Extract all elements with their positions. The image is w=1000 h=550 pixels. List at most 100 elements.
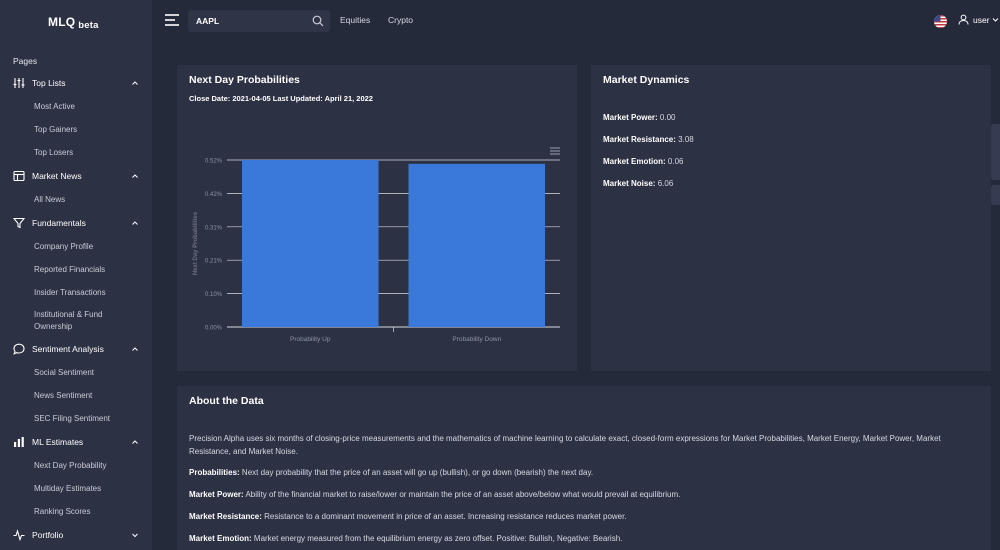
- sidebar-item-social-sentiment[interactable]: Social Sentiment: [34, 368, 95, 377]
- sidebar-group-market-news[interactable]: Market News: [0, 164, 152, 188]
- sidebar-group-top-lists[interactable]: Top Lists: [0, 71, 152, 95]
- user-menu[interactable]: user: [958, 14, 999, 25]
- sidebar-group-label: Portfolio: [32, 530, 64, 540]
- side-panel-tab[interactable]: [991, 124, 1000, 180]
- market-dynamics-card: Market Dynamics Market Power: 0.00 Marke…: [591, 65, 991, 371]
- market-emotion-row: Market Emotion: 0.06: [603, 157, 683, 166]
- row-value: 0.06: [667, 157, 684, 166]
- about-intro: Precision Alpha uses six months of closi…: [189, 434, 941, 456]
- market-noise-row: Market Noise: 6.06: [603, 179, 673, 188]
- probabilities-card: Next Day Probabilities Close Date: 2021-…: [177, 65, 577, 371]
- sidebar-item-insider-transactions[interactable]: Insider Transactions: [34, 288, 106, 297]
- user-icon: [958, 14, 969, 25]
- bar: [408, 163, 546, 327]
- sidebar-group-portfolio[interactable]: Portfolio: [0, 523, 152, 547]
- sidebar-group-label: Market News: [32, 171, 82, 181]
- y-tick-label: 0.31%: [205, 225, 223, 231]
- row-value: 3.08: [678, 135, 694, 144]
- hamburger-menu-icon[interactable]: [164, 13, 180, 27]
- card-title: Next Day Probabilities: [189, 74, 300, 86]
- sidebar-item-most-active[interactable]: Most Active: [34, 102, 75, 111]
- probability-bar-chart: 0.00% 0.10% 0.21% 0.31% 0.42% 0.52% Probabilit…: [193, 159, 560, 343]
- brand-tag: beta: [78, 20, 99, 31]
- sliders-icon: [13, 78, 25, 88]
- sidebar-group-label: Top Lists: [32, 78, 66, 88]
- brand-logo[interactable]: MLQ beta: [48, 15, 99, 31]
- definition-term: Market Emotion:: [189, 534, 252, 543]
- y-tick-label: 0.21%: [205, 259, 223, 265]
- definition-text: Resistance to a dominant movement in pri…: [264, 512, 627, 521]
- card-title: Market Dynamics: [603, 74, 690, 86]
- y-tick-label: 0.52%: [205, 159, 223, 165]
- sidebar-item-all-news[interactable]: All News: [34, 195, 66, 204]
- chart-menu-icon[interactable]: [550, 147, 560, 155]
- definition-text: Market energy measured from the equilibr…: [253, 534, 623, 543]
- sidebar-item-ranking-scores[interactable]: Ranking Scores: [34, 507, 91, 516]
- sidebar: MLQ beta Pages Top Lists Most Active Top …: [0, 0, 152, 550]
- activity-icon: [13, 529, 25, 541]
- sidebar-item-multiday-estimates[interactable]: Multiday Estimates: [34, 484, 102, 493]
- definition-term: Probabilities:: [189, 468, 240, 477]
- nav-link-crypto[interactable]: Crypto: [388, 15, 414, 25]
- card-subtitle: Close Date: 2021-04-05 Last Updated: Apr…: [189, 94, 373, 103]
- sidebar-item-news-sentiment[interactable]: News Sentiment: [34, 391, 93, 400]
- y-tick-label: 0.42%: [205, 192, 223, 198]
- user-name: user: [973, 14, 990, 25]
- chevron-up-icon[interactable]: [131, 219, 139, 227]
- definition-text: Ability of the financial market to raise…: [245, 490, 681, 499]
- row-label: Market Power:: [603, 113, 658, 122]
- sidebar-nav: Top Lists Most Active Top Gainers Top Lo…: [0, 71, 152, 547]
- sidebar-group-label: ML Estimates: [32, 437, 84, 447]
- sidebar-item-institutional-ownership[interactable]: Institutional & Fund Ownership: [34, 309, 103, 331]
- row-label: Market Noise:: [603, 179, 656, 188]
- row-value: 6.06: [657, 179, 674, 188]
- sidebar-group-sentiment-analysis[interactable]: Sentiment Analysis: [0, 337, 152, 361]
- definition-market-resistance: Market Resistance: Resistance to a domin…: [189, 511, 969, 524]
- chevron-up-icon[interactable]: [131, 345, 139, 353]
- market-resistance-row: Market Resistance: 3.08: [603, 135, 694, 144]
- y-axis-label: Next Day Probabilities: [193, 211, 199, 275]
- chevron-down-icon: [992, 18, 998, 22]
- search-icon[interactable]: [312, 15, 324, 27]
- sidebar-item-sec-filing-sentiment[interactable]: SEC Filing Sentiment: [34, 414, 111, 423]
- chevron-up-icon[interactable]: [131, 172, 139, 180]
- chevron-down-icon[interactable]: [131, 531, 139, 539]
- bar-chart-icon: [14, 437, 24, 447]
- x-tick-label: Probability Up: [290, 336, 331, 343]
- definition-probabilities: Probabilities: Next day probability that…: [189, 467, 969, 480]
- sidebar-group-fundamentals[interactable]: Fundamentals: [0, 211, 152, 235]
- definition-term: Market Resistance:: [189, 512, 262, 521]
- sidebar-item-reported-financials[interactable]: Reported Financials: [34, 265, 106, 274]
- chat-bubble-icon: [13, 343, 25, 355]
- sidebar-section-label: Pages: [13, 56, 38, 66]
- chevron-up-icon[interactable]: [131, 438, 139, 446]
- bar: [241, 160, 379, 327]
- nav-link-equities[interactable]: Equities: [340, 15, 371, 25]
- row-value: 0.00: [659, 113, 676, 122]
- sidebar-item-next-day-probability[interactable]: Next Day Probability: [34, 461, 107, 470]
- newspaper-icon: [13, 170, 25, 182]
- sidebar-group-label: Fundamentals: [32, 218, 86, 228]
- brand-name: MLQ: [48, 15, 76, 29]
- sidebar-item-company-profile[interactable]: Company Profile: [34, 242, 94, 251]
- definition-market-emotion: Market Emotion: Market energy measured f…: [189, 533, 969, 546]
- market-power-row: Market Power: 0.00: [603, 113, 676, 122]
- x-tick-label: Probability Down: [452, 336, 501, 343]
- row-label: Market Resistance:: [603, 135, 676, 144]
- y-tick-label: 0.10%: [205, 292, 223, 298]
- y-tick-label: 0.00%: [205, 326, 223, 332]
- side-panel-tab[interactable]: [991, 185, 1000, 205]
- sidebar-item-top-gainers[interactable]: Top Gainers: [34, 125, 78, 134]
- definition-market-power: Market Power: Ability of the financial m…: [189, 489, 969, 502]
- row-label: Market Emotion:: [603, 157, 666, 166]
- definition-term: Market Power:: [189, 490, 244, 499]
- sidebar-group-ml-estimates[interactable]: ML Estimates: [0, 430, 152, 454]
- chevron-up-icon[interactable]: [131, 79, 139, 87]
- definition-text: Next day probability that the price of a…: [241, 468, 594, 477]
- top-bar: Equities Crypto user: [152, 0, 1000, 42]
- search-input[interactable]: [196, 13, 306, 29]
- about-card: About the Data Precision Alpha uses six …: [177, 386, 991, 550]
- filter-icon: [13, 217, 25, 229]
- us-flag-icon[interactable]: [934, 15, 947, 28]
- sidebar-item-top-losers[interactable]: Top Losers: [34, 148, 74, 157]
